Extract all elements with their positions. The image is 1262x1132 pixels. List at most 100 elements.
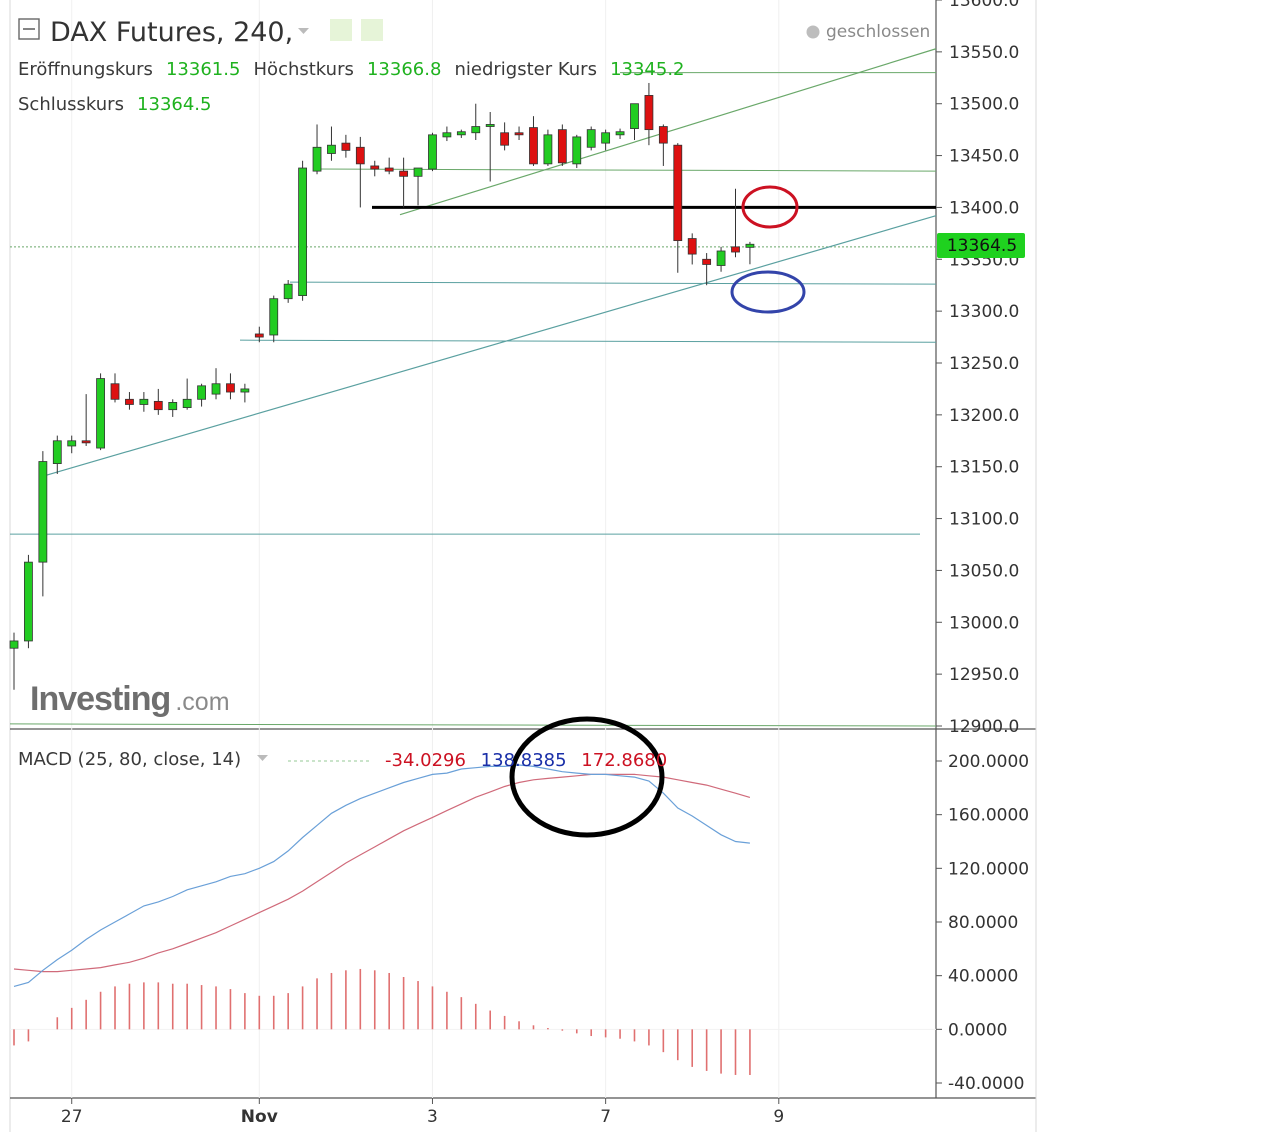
macd-chevron-down-icon[interactable] bbox=[257, 755, 268, 761]
low-value: 13345.2 bbox=[610, 59, 684, 80]
y-tick-label: 13500.0 bbox=[949, 95, 1019, 115]
candle-down bbox=[557, 129, 567, 164]
candle-up bbox=[630, 103, 639, 130]
candle-up bbox=[543, 134, 553, 165]
candle-down bbox=[644, 95, 654, 131]
candle-up bbox=[269, 298, 279, 336]
upper-channel-trendline bbox=[399, 48, 937, 216]
candlestick-series bbox=[9, 82, 755, 690]
macd-y-tick-label: 80.0000 bbox=[948, 913, 1018, 933]
macd-y-tick-label: 200.0000 bbox=[948, 752, 1029, 772]
red-circle-annotation bbox=[741, 185, 799, 229]
y-tick-label: 13450.0 bbox=[949, 147, 1019, 167]
candle-up bbox=[24, 561, 33, 642]
y-tick-label: 13100.0 bbox=[949, 510, 1019, 530]
candle-up bbox=[211, 383, 221, 395]
symbol-title: DAX Futures, 240, bbox=[50, 17, 293, 48]
last-price-tag-bg bbox=[937, 233, 1025, 258]
candle-up bbox=[283, 283, 293, 300]
candle-down bbox=[529, 127, 538, 165]
candle-down bbox=[500, 132, 510, 146]
macd-values: -34.0296 138.8385 172.8680 bbox=[385, 750, 667, 771]
close-label: Schlusskurs bbox=[18, 94, 124, 115]
price-axis: 12900.0 12950.0 13000.0 13050.0 13100.0 13150… bbox=[936, 0, 1019, 737]
macd-y-tick-label: 0.0000 bbox=[948, 1020, 1007, 1040]
close-value: 13364.5 bbox=[137, 94, 211, 115]
y-tick-label: 13250.0 bbox=[949, 354, 1019, 374]
annotation-circles bbox=[509, 185, 806, 838]
y-tick-label: 12950.0 bbox=[949, 665, 1019, 685]
blue-circle-annotation bbox=[730, 270, 806, 314]
signal-line bbox=[13, 773, 751, 973]
investing-watermark: Investing .com bbox=[30, 680, 230, 718]
base-horizontal-line bbox=[9, 723, 937, 727]
black-circle-annotation bbox=[509, 716, 665, 838]
candle-up bbox=[745, 243, 755, 248]
chart-header: DAX Futures, 240, geschlossen Eröffnungs… bbox=[18, 17, 930, 115]
candle-down bbox=[702, 258, 712, 265]
close-icon[interactable] bbox=[361, 19, 383, 41]
market-status: geschlossen bbox=[826, 22, 930, 42]
candle-up bbox=[168, 402, 178, 411]
candle-up bbox=[240, 388, 250, 393]
close-line: Schlusskurs 13364.5 bbox=[18, 94, 211, 115]
macd-y-tick-label: -40.0000 bbox=[948, 1074, 1024, 1094]
x-tick-label: 7 bbox=[600, 1107, 611, 1127]
y-tick-label: 13050.0 bbox=[949, 561, 1019, 581]
macd-plot bbox=[10, 764, 936, 1075]
candle-up bbox=[139, 398, 149, 405]
candle-down bbox=[514, 132, 524, 136]
candle-up bbox=[38, 461, 48, 563]
x-tick-label: 3 bbox=[427, 1107, 438, 1127]
support-horizontal-line bbox=[289, 281, 937, 285]
last-price-tag: 13364.5 bbox=[947, 236, 1017, 256]
lower-horizontal-line bbox=[239, 339, 937, 343]
watermark-brand: Investing bbox=[30, 680, 170, 718]
candle-up bbox=[586, 129, 596, 148]
candle-up bbox=[615, 131, 625, 136]
y-tick-label: 13550.0 bbox=[949, 43, 1019, 63]
y-tick-label: 13300.0 bbox=[949, 302, 1019, 322]
candle-up bbox=[327, 144, 336, 154]
ascending-support-trendline bbox=[39, 215, 937, 478]
y-tick-label: 13000.0 bbox=[949, 613, 1019, 633]
candle-down bbox=[399, 170, 409, 177]
settings-icon[interactable] bbox=[330, 19, 352, 41]
mid-horizontal-line bbox=[314, 168, 937, 172]
candle-up bbox=[298, 167, 308, 296]
macd-label: MACD (25, 80, close, 14) bbox=[18, 749, 241, 770]
drawing-lines bbox=[9, 48, 937, 727]
y-tick-label: 13200.0 bbox=[949, 406, 1019, 426]
candle-up bbox=[601, 132, 611, 144]
candle-down bbox=[254, 333, 264, 338]
candle-up bbox=[9, 640, 19, 649]
macd-signal-value: 172.8680 bbox=[581, 750, 667, 771]
candle-up bbox=[716, 250, 726, 266]
high-label: Höchstkurs bbox=[254, 59, 354, 80]
macd-header: MACD (25, 80, close, 14) -34.0296 138.83… bbox=[18, 749, 667, 771]
y-tick-label: 12900.0 bbox=[949, 717, 1019, 737]
high-value: 13366.8 bbox=[367, 59, 441, 80]
candle-up bbox=[442, 132, 452, 138]
macd-y-tick-label: 40.0000 bbox=[948, 967, 1018, 987]
market-status-dot-icon bbox=[806, 25, 820, 39]
x-tick-label: 9 bbox=[773, 1107, 784, 1127]
macd-y-tick-label: 160.0000 bbox=[948, 806, 1029, 826]
chevron-down-icon[interactable] bbox=[298, 28, 309, 34]
open-label: Eröffnungskurs bbox=[18, 59, 153, 80]
time-axis: 27 Nov 3 7 9 bbox=[61, 1098, 784, 1127]
candle-down bbox=[125, 398, 134, 405]
x-tick-label: Nov bbox=[241, 1107, 278, 1127]
candle-down bbox=[731, 246, 740, 253]
candle-up bbox=[182, 398, 192, 408]
open-value: 13361.5 bbox=[166, 59, 240, 80]
watermark-suffix: .com bbox=[175, 688, 229, 716]
macd-line-value: 138.8385 bbox=[481, 750, 567, 771]
ohlc-line: Eröffnungskurs 13361.5 Höchstkurs 13366.… bbox=[18, 59, 685, 80]
candle-down bbox=[81, 440, 91, 444]
candle-up bbox=[67, 440, 77, 447]
candle-down bbox=[153, 400, 163, 411]
candle-up bbox=[428, 134, 437, 170]
candle-down bbox=[341, 142, 351, 151]
